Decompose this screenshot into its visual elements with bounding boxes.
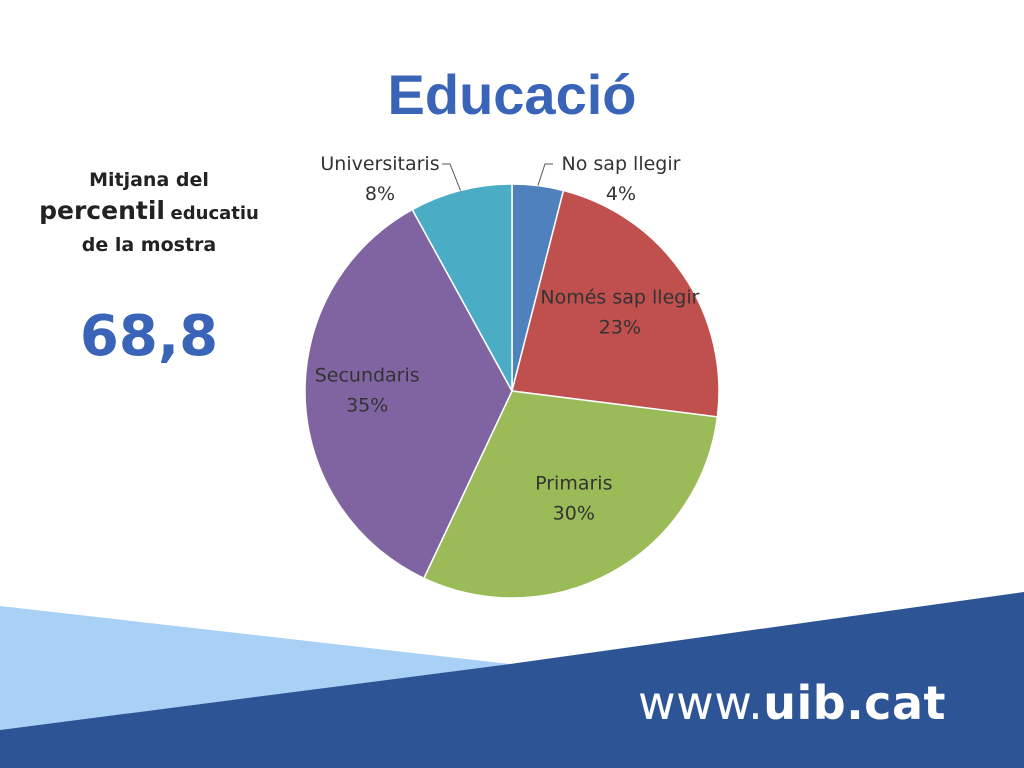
leader-line-no-sap-llegir (537, 163, 553, 186)
slice-label-no-sap-llegir: No sap llegir (562, 153, 681, 175)
footer-url[interactable]: www.uib.cat (638, 676, 946, 730)
slice-label-nomes-sap-llegir: Només sap llegir (540, 287, 699, 309)
pie-slice-nomes-sap-llegir (511, 189, 720, 418)
leader-lines (442, 163, 553, 191)
pie-slices (304, 183, 720, 599)
side-line-2-big: percentil (39, 196, 165, 225)
slice-value-nomes-sap-llegir: 23% (599, 317, 641, 339)
slice-value-secundaris: 35% (346, 395, 388, 417)
footer-light-band (0, 606, 510, 730)
footer-url-domain: uib.cat (763, 676, 946, 730)
chart-title: Educació (387, 63, 637, 126)
slice-label-secundaris: Secundaris (315, 365, 420, 387)
side-line-3: de la mostra (81, 234, 217, 256)
footer-dark-band (0, 592, 1024, 768)
footer-bands (0, 592, 1024, 768)
side-line-2: percentil educatiu (20, 194, 278, 231)
mean-percentile-value: 68,8 (79, 304, 219, 369)
mean-percentile-label: Mitjana del percentil educatiu de la mos… (20, 166, 278, 259)
slice-value-universitaris: 8% (365, 183, 395, 205)
slice-label-universitaris: Universitaris (320, 153, 439, 175)
pie-slice-universitaris (411, 183, 513, 392)
side-line-1: Mitjana del (89, 169, 209, 191)
slice-value-no-sap-llegir: 4% (606, 183, 636, 205)
leader-line-universitaris (442, 163, 461, 191)
side-line-2-small: educatiu (170, 203, 259, 224)
slice-label-primaris: Primaris (535, 473, 612, 495)
pie-slice-primaris (422, 390, 719, 599)
pie-slice-secundaris (304, 208, 513, 580)
footer-url-prefix: www. (638, 676, 764, 730)
slice-value-primaris: 30% (553, 503, 595, 525)
slice-labels: No sap llegir 4% Només sap llegir 23% Primar… (315, 153, 700, 525)
